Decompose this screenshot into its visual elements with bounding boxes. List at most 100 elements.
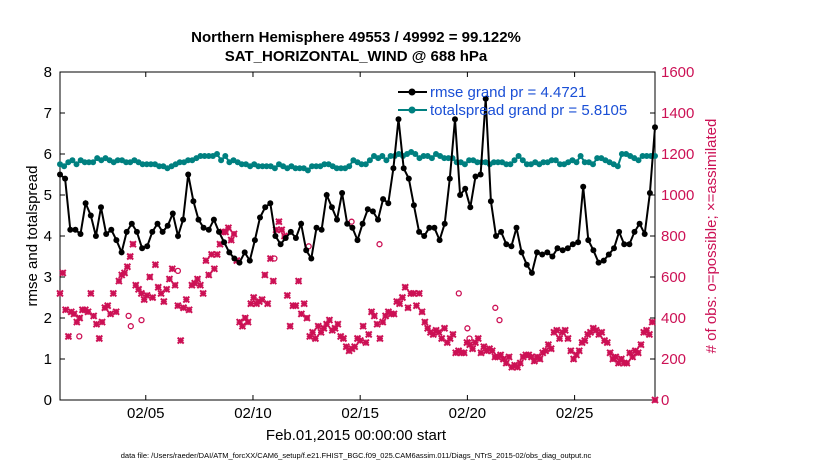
- obs-point: [56, 289, 64, 298]
- series-totalspread: [57, 149, 658, 174]
- obs-point: [210, 265, 219, 273]
- obs-point: [193, 275, 202, 283]
- spread-point: [61, 163, 68, 170]
- obs-point: [244, 318, 252, 326]
- obs-point: [143, 291, 151, 300]
- rmse-point: [303, 247, 310, 254]
- y-axis-right-label: # of obs: o=possible; ×=assimilated: [703, 119, 720, 354]
- spread-point: [238, 161, 245, 168]
- spread-point: [114, 157, 121, 164]
- rmse-point: [313, 224, 320, 231]
- y-right-tick-label: 800: [661, 228, 686, 245]
- obs-point: [182, 295, 191, 304]
- rmse-point: [210, 216, 217, 223]
- obs-point: [258, 295, 266, 304]
- obs-point: [59, 269, 67, 277]
- spread-point: [635, 157, 642, 164]
- y-right-tick-label: 0: [661, 392, 669, 409]
- obs-point: [468, 345, 477, 353]
- rmse-point: [446, 175, 453, 182]
- possible-obs-point: [76, 333, 83, 340]
- obs-point: [634, 349, 642, 357]
- obs-point: [213, 250, 221, 259]
- rmse-point: [652, 124, 658, 131]
- obs-point: [92, 320, 101, 328]
- possible-obs-point: [174, 267, 182, 275]
- plot-frame: [59, 71, 656, 401]
- obs-point: [123, 263, 132, 271]
- obs-point: [356, 336, 365, 345]
- rmse-point: [400, 165, 407, 172]
- rmse-point: [467, 204, 474, 211]
- spread-point: [313, 163, 320, 170]
- rmse-point: [236, 259, 243, 266]
- series-rmse: [57, 95, 658, 276]
- rmse-point: [287, 228, 294, 235]
- rmse-point: [518, 249, 525, 256]
- rmse-point: [359, 220, 366, 227]
- possible-obs-point: [466, 335, 473, 342]
- rmse-point: [149, 228, 156, 235]
- rmse-point: [82, 200, 89, 207]
- spread-point: [366, 157, 373, 164]
- rmse-point: [144, 243, 151, 250]
- obs-point: [120, 269, 129, 277]
- spread-point: [379, 153, 386, 159]
- spread-point: [73, 161, 80, 168]
- rmse-point: [216, 228, 222, 235]
- possible-obs-point: [464, 325, 471, 332]
- spread-point: [639, 153, 646, 159]
- rmse-point: [554, 245, 561, 252]
- spread-point: [309, 163, 315, 170]
- obs-point: [64, 332, 73, 341]
- chart-title: Northern Hemisphere 49553 / 49992 = 99.1…: [191, 29, 521, 46]
- obs-point: [168, 265, 176, 273]
- obs-point: [160, 297, 168, 306]
- spread-point: [581, 159, 588, 166]
- rmse-point: [200, 224, 207, 231]
- spread-point: [321, 161, 328, 168]
- obs-point: [603, 338, 611, 347]
- rmse-point: [339, 190, 346, 196]
- spread-point: [552, 157, 559, 164]
- rmse-point: [139, 245, 146, 252]
- x-tick-label: 02/05: [127, 405, 165, 422]
- spread-point: [156, 163, 163, 170]
- rmse-point: [513, 224, 520, 231]
- obs-point: [165, 275, 174, 283]
- obs-point: [227, 236, 235, 244]
- rmse-point: [113, 237, 120, 244]
- obs-point: [440, 324, 449, 332]
- rmse-point: [334, 216, 340, 223]
- obs-point: [376, 334, 384, 343]
- obs-point: [555, 334, 564, 343]
- rmse-point: [569, 241, 576, 248]
- rmse-point: [251, 237, 258, 244]
- obs-point: [418, 308, 426, 316]
- obs-point: [269, 277, 278, 285]
- spread-point: [383, 157, 390, 164]
- rmse-point: [257, 214, 263, 221]
- obs-point: [597, 328, 606, 337]
- obs-point: [230, 230, 238, 238]
- legend-spread-label: totalspread grand pr = 5.8105: [430, 102, 627, 119]
- obs-point: [174, 301, 182, 310]
- obs-point: [516, 359, 524, 367]
- spread-point: [507, 161, 514, 168]
- spread-point: [259, 163, 266, 170]
- spread-point: [590, 161, 596, 168]
- rmse-point: [385, 200, 392, 207]
- rmse-point: [472, 173, 479, 180]
- rmse-point: [441, 220, 448, 227]
- obs-point: [541, 347, 550, 355]
- spread-point: [69, 157, 76, 164]
- obs-point: [648, 318, 656, 326]
- y-left-tick-label: 3: [44, 269, 52, 286]
- rmse-point: [246, 257, 253, 264]
- obs-point: [415, 289, 423, 298]
- possible-obs-point: [125, 312, 132, 320]
- obs-point: [370, 312, 379, 320]
- spread-point: [197, 153, 204, 159]
- spread-point: [445, 155, 452, 162]
